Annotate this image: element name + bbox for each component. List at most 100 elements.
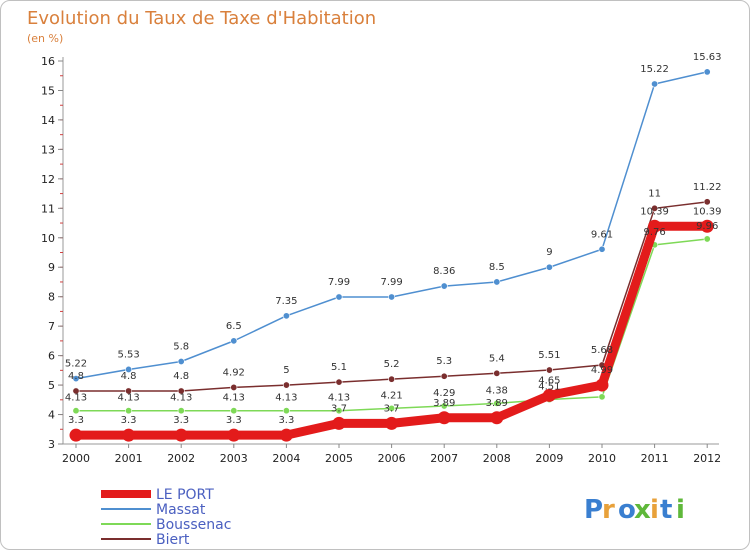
data-point [595,378,609,392]
y-tick-label: 5 [48,379,55,392]
data-point [440,372,448,380]
data-point [177,358,185,366]
data-label: 5.51 [538,350,560,361]
x-tick-label: 2012 [693,452,721,465]
data-label: 5.68 [591,345,613,356]
x-tick-label: 2008 [483,452,511,465]
data-point [72,387,80,395]
x-tick-label: 2009 [535,452,563,465]
x-tick-label: 2006 [378,452,406,465]
data-label: 4.21 [380,390,402,401]
x-tick-label: 2002 [167,452,195,465]
data-point [598,393,606,401]
y-tick-label: 6 [48,350,55,363]
axes: 3 4 5 6 7 8 9 10 11 12 13 14 15 16 2000 2001 2002 2003 200… [41,55,721,465]
data-point [125,407,133,415]
data-label: 8.5 [489,262,505,273]
y-tick-label: 12 [41,173,55,186]
data-label: 9.96 [696,221,718,232]
data-point [335,378,343,386]
data-point [388,375,396,383]
data-point [227,428,241,442]
data-point [335,407,343,415]
data-label: 15.63 [693,52,722,63]
data-label: 4.38 [486,385,508,396]
series-layer [69,68,714,442]
chart-subtitle: (en %) [27,32,63,45]
x-tick-label: 2007 [430,452,458,465]
logo-letter: r [602,495,615,525]
data-label: 3.3 [68,415,84,426]
data-point [69,428,83,442]
data-label: 3.7 [384,403,400,414]
data-label: 3.3 [278,415,294,426]
data-point [177,387,185,395]
legend-label: Massat [156,502,206,518]
data-label: 4.13 [117,393,139,404]
data-point [385,416,399,430]
y-tick-label: 15 [41,84,55,97]
data-label: 5 [283,365,289,376]
data-point [125,365,133,373]
data-point [177,407,185,415]
y-tick-label: 3 [48,438,55,451]
data-label: 4.29 [433,388,455,399]
data-label: 5.1 [331,362,347,373]
proxiti-logo: Pr ox i t i [584,495,685,525]
legend-label: LE PORT [156,487,214,503]
data-label: 3.3 [121,415,137,426]
y-tick-label: 9 [48,261,55,274]
data-label: 11.22 [693,182,722,193]
x-tick-label: 2000 [62,452,90,465]
data-point [648,219,662,233]
data-point [440,282,448,290]
x-tick-label: 2011 [641,452,669,465]
data-label: 3.89 [433,398,455,409]
data-label: 4.92 [223,367,245,378]
data-point [279,428,293,442]
data-point [72,407,80,415]
data-point [598,245,606,253]
x-tick-label: 2004 [272,452,300,465]
data-point [335,293,343,301]
data-point [700,219,714,233]
data-label: 4.13 [170,393,192,404]
data-label: 7.99 [380,277,402,288]
y-tick-label: 4 [48,409,55,422]
x-tick-label: 2001 [115,452,143,465]
data-point [440,402,448,410]
data-point [125,387,133,395]
data-label: 9.76 [643,227,665,238]
x-tick-label: 2005 [325,452,353,465]
y-tick-label: 14 [41,114,55,127]
data-point [651,80,659,88]
data-label: 7.99 [328,277,350,288]
series-line-boussenac [75,238,708,412]
data-label: 4.8 [173,371,189,382]
data-point [703,235,711,243]
data-point [122,428,136,442]
chart-title: Evolution du Taux de Taxe d'Habitation [27,8,376,29]
y-tick-label: 13 [41,143,55,156]
data-point [282,381,290,389]
legend-label: Biert [156,532,190,548]
data-label: 5.53 [117,349,139,360]
data-label: 3.3 [173,415,189,426]
data-labels: 3.3 3.3 3.3 3.3 3.3 3.7 3.7 3.89 3.89 4.65 4.99 10.… [65,52,722,426]
data-label: 10.39 [693,206,722,217]
data-label: 5.3 [436,356,452,367]
data-label: 4.8 [121,371,137,382]
logo-letter: i [650,495,659,525]
logo-letter: i [676,495,685,525]
y-tick-label: 7 [48,320,55,333]
data-label: 4.13 [328,393,350,404]
data-point [230,407,238,415]
data-label: 4.51 [538,382,560,393]
data-label: 3.3 [226,415,242,426]
data-point [72,375,80,383]
data-point [282,312,290,320]
y-tick-label: 8 [48,291,55,304]
